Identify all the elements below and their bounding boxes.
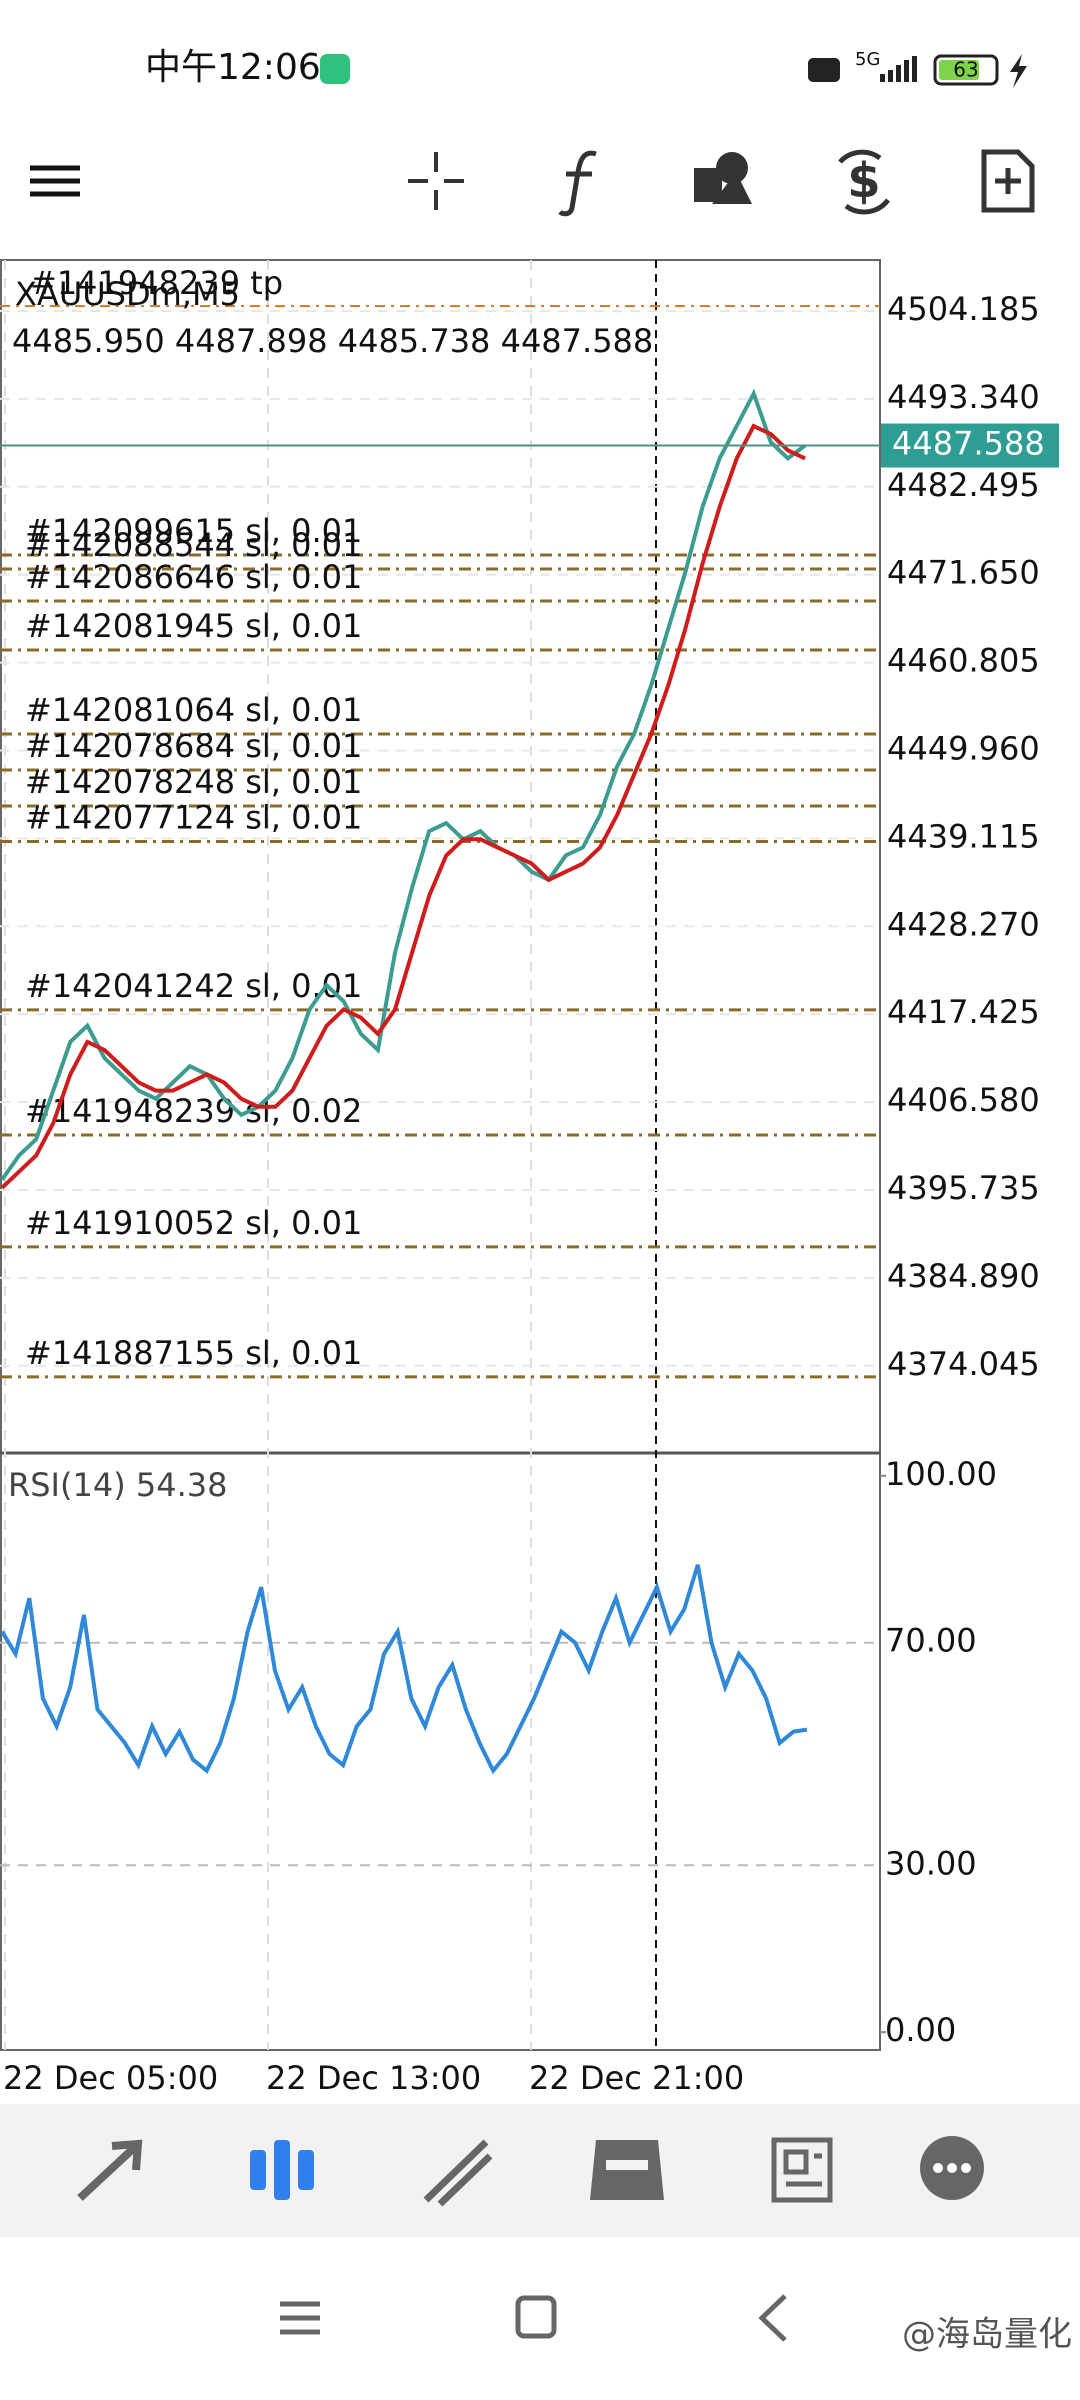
y-tick-label: 4439.115 (887, 817, 1040, 855)
nav-home[interactable] (515, 2295, 557, 2339)
plot: 22 Dec 05:00 22 Dec 13:00 22 Dec 21:00 4504… (0, 260, 1059, 2097)
order-label: #142099615 sl, 0.01 (25, 512, 362, 550)
svg-text:$: $ (847, 153, 880, 209)
chat-tab[interactable] (920, 2136, 984, 2200)
x-tick-label: 22 Dec 13:00 (266, 2059, 481, 2097)
status-time: 中午12:06 (145, 47, 321, 88)
order-label: #142041242 sl, 0.01 (25, 967, 362, 1005)
y-tick-label: 4482.495 (887, 466, 1040, 504)
y-tick-label: 4428.270 (887, 905, 1040, 943)
history-tab[interactable] (590, 2140, 664, 2200)
status-icon (320, 54, 350, 84)
order-label: #142078248 sl, 0.01 (25, 763, 362, 801)
current-price-label: 4487.588 (892, 425, 1045, 463)
charging-icon (1010, 54, 1027, 88)
menu-button[interactable] (30, 165, 80, 197)
rsi-tick-label: 70.00 (885, 1622, 977, 1660)
chart-frame (0, 259, 881, 2051)
rsi-tick-label: 30.00 (885, 1844, 977, 1882)
y-tick-label: 4374.045 (887, 1345, 1040, 1383)
indicators-button[interactable] (558, 150, 597, 217)
order-label: #142081945 sl, 0.01 (25, 607, 362, 645)
price-box (881, 423, 1059, 468)
y-tick-label: 4406.580 (887, 1081, 1040, 1119)
order-label: #142086646 sl, 0.01 (25, 558, 362, 596)
y-tick-label: 4449.960 (887, 729, 1040, 767)
battery (933, 54, 999, 86)
news-tab[interactable] (771, 2137, 833, 2203)
crosshair-button[interactable] (408, 152, 464, 210)
rsi-label: RSI(14) 54.38 (8, 1466, 227, 1504)
rsi-tick-label: 0.00 (885, 2011, 956, 2049)
symbol-label: XAUUSDm,M5 (15, 275, 240, 313)
order-label: #142088544 sl, 0.01 (25, 526, 362, 564)
y-tick-label: 4395.735 (887, 1169, 1040, 1207)
ohlc-label: 4485.950 4487.898 4485.738 4487.588 (12, 322, 653, 360)
order-label: #141910052 sl, 0.01 (25, 1204, 362, 1242)
y-tick-label: 4384.890 (887, 1257, 1040, 1295)
y-tick-label: 4493.340 (887, 378, 1040, 416)
x-tick-label: 22 Dec 21:00 (529, 2059, 744, 2097)
hd-icon (808, 58, 840, 82)
rsi-line (0, 1564, 808, 1775)
trade-button[interactable]: $ (838, 149, 890, 215)
watermark: @海岛量化 (902, 2315, 1072, 2355)
nav-back[interactable] (758, 2294, 787, 2342)
nav-menu[interactable] (280, 2301, 320, 2335)
bottom-nav (0, 2104, 1080, 2237)
y-tick-label: 4460.805 (887, 642, 1040, 680)
order-label: #142078684 sl, 0.01 (25, 727, 362, 765)
trade-tab[interactable] (423, 2139, 493, 2207)
battery-level (939, 60, 979, 80)
price-line (0, 423, 806, 1190)
y-tick-label: 4417.425 (887, 993, 1040, 1031)
y-tick-label: 4471.650 (887, 554, 1040, 592)
new-order-button[interactable] (981, 149, 1035, 213)
network-label: 5G (855, 49, 880, 70)
rsi-tick-label: 100.00 (885, 1455, 997, 1493)
objects-button[interactable] (694, 152, 752, 204)
order-label: #142077124 sl, 0.01 (25, 799, 362, 837)
x-tick-label: 22 Dec 05:00 (3, 2059, 218, 2097)
order-label: #141948239 sl, 0.02 (25, 1092, 362, 1130)
order-label: #141887155 sl, 0.01 (25, 1334, 362, 1372)
signal (880, 56, 917, 82)
order-label: #142081064 sl, 0.01 (25, 691, 362, 729)
quotes-tab[interactable] (77, 2139, 143, 2201)
y-tick-label: 4504.185 (887, 290, 1040, 328)
chart-tab[interactable] (250, 2140, 314, 2200)
battery-text: 63 (953, 58, 978, 82)
tp-label: #141948239 tp (30, 264, 283, 302)
price-line (0, 388, 807, 1181)
